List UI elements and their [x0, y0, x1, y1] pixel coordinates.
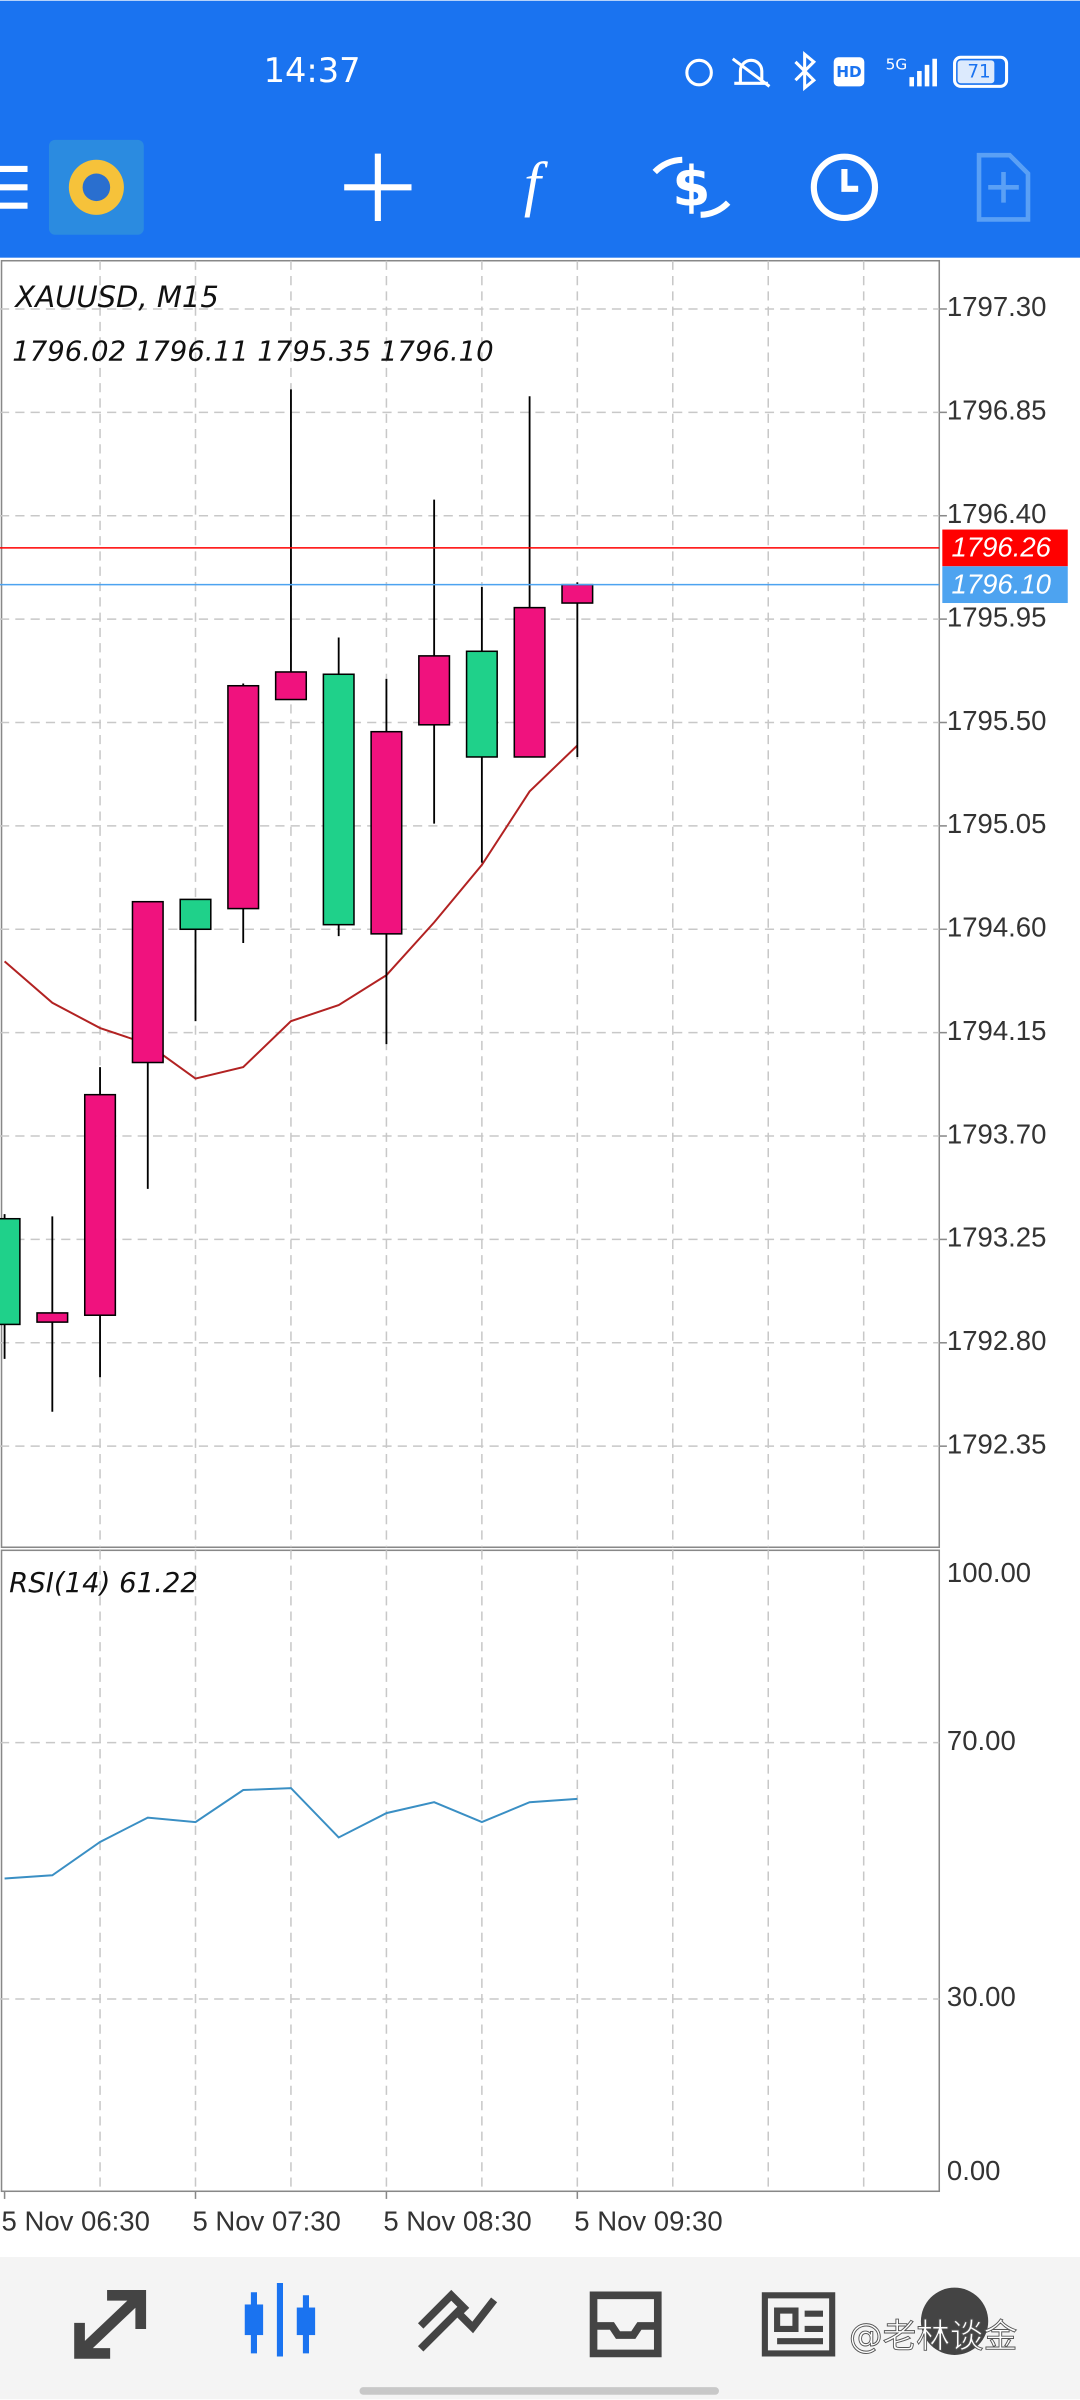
x-tick-label: 5 Nov 08:30 [383, 2206, 531, 2237]
y-tick-label: 1792.80 [947, 1325, 1046, 1356]
nav-trade[interactable] [417, 2289, 498, 2352]
candle-body [36, 1312, 69, 1323]
nav-history[interactable] [589, 2291, 662, 2358]
candle-body [179, 898, 212, 931]
nav-chart-body [296, 2307, 316, 2336]
bluetooth-icon [794, 50, 817, 92]
price-marker-label: 1796.10 [952, 568, 1052, 599]
y-tick-label: 1795.95 [947, 601, 1046, 632]
moving-average [3, 744, 579, 1080]
y-tick-label: 1794.60 [947, 912, 1046, 943]
y-tick-label: 1792.35 [947, 1428, 1046, 1459]
app-bar [0, 0, 1080, 258]
status-time: 14:37 [264, 51, 361, 90]
trade-button[interactable]: $ [672, 154, 710, 218]
nav-quotes[interactable] [74, 2289, 147, 2359]
signal-icon [909, 58, 937, 87]
candle-body [561, 583, 594, 604]
y-tick-label: 1794.15 [947, 1015, 1046, 1046]
home-indicator [359, 2387, 719, 2395]
candle-body [418, 655, 451, 726]
battery-level [957, 60, 995, 84]
price-marker [942, 529, 1068, 567]
menu-button[interactable] [0, 165, 28, 209]
rsi-label: RSI(14) 61.22 [9, 1567, 198, 1599]
candle-body [274, 671, 308, 701]
rsi-tick-label: 100.00 [947, 1557, 1031, 1588]
y-tick-label: 1797.30 [947, 291, 1046, 322]
trade-arrows [652, 156, 731, 218]
new-order-button[interactable] [976, 152, 1031, 222]
y-tick-label: 1795.05 [947, 808, 1046, 839]
candle-body [370, 730, 403, 935]
app-icon-logo-core [82, 173, 111, 202]
candle-body [465, 650, 498, 758]
rsi-tick-label: 30.00 [947, 1981, 1016, 2012]
y-tick-label: 1793.25 [947, 1222, 1046, 1253]
y-tick-label: 1795.50 [947, 705, 1046, 736]
x-tick-label: 5 Nov 09:30 [574, 2206, 722, 2237]
x-tick-label: 5 Nov 06:30 [2, 2206, 150, 2237]
nav-news[interactable] [761, 2292, 836, 2357]
candle-body [0, 1217, 21, 1326]
candle-body [322, 673, 355, 926]
clock-hands [841, 168, 859, 192]
network-label: 5G [886, 55, 908, 73]
battery-label: 71 [967, 62, 990, 83]
nav-chart-body [244, 2304, 264, 2336]
chart-title: XAUUSD, M15 [13, 280, 219, 314]
ohlc-label: 1796.02 1796.11 1795.35 1796.10 [12, 336, 493, 368]
mute-icon [731, 57, 771, 88]
candle-body [227, 684, 260, 910]
rsi-tick-label: 0.00 [947, 2155, 1001, 2186]
hd-label: HD [836, 63, 861, 81]
price-marker-label: 1796.26 [952, 532, 1052, 563]
plot [0, 389, 940, 1880]
rsi-pane [0, 1549, 941, 2193]
price-marker [942, 566, 1068, 604]
y-tick-label: 1793.70 [947, 1118, 1046, 1149]
hd-badge [833, 57, 865, 87]
rsi-tick-label: 70.00 [947, 1725, 1016, 1756]
candle-body [513, 606, 546, 758]
bottom-nav [0, 2257, 1080, 2400]
x-tick-label: 5 Nov 07:30 [192, 2206, 340, 2237]
candle-body [83, 1093, 117, 1316]
alarm-icon [685, 58, 713, 87]
period-button[interactable] [810, 153, 879, 221]
watermark: @老林谈金 [849, 2317, 1017, 2356]
rsi-line [4, 1787, 578, 1880]
battery-icon [953, 55, 1009, 88]
y-tick-label: 1796.40 [947, 498, 1046, 529]
candle-body [131, 900, 164, 1064]
crosshair-button[interactable] [344, 153, 412, 221]
y-tick-label: 1796.85 [947, 395, 1046, 426]
nav-settings[interactable] [920, 2287, 989, 2355]
